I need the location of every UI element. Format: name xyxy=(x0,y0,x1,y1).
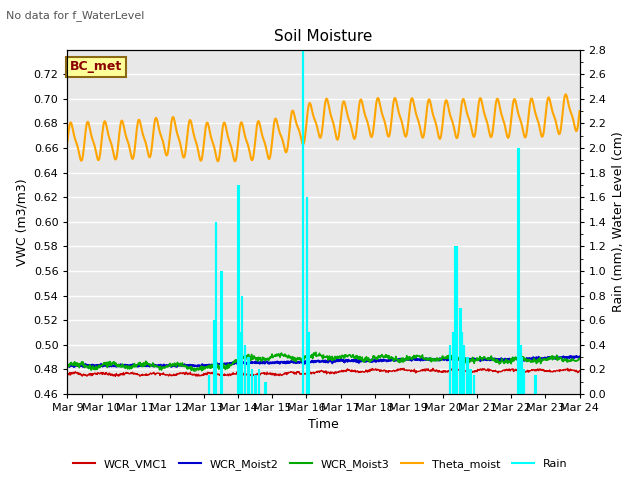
Theta_moist xyxy=(255,118,262,124)
WCR_VMC1 xyxy=(200,371,207,376)
WCR_Moist3 xyxy=(255,355,262,361)
Theta_moist xyxy=(543,102,550,108)
Theta_moist xyxy=(131,149,138,155)
WCR_Moist2 xyxy=(576,354,584,360)
WCR_Moist2 xyxy=(93,364,100,370)
WCR_Moist2 xyxy=(131,362,139,368)
WCR_VMC1 xyxy=(543,368,550,373)
WCR_Moist3 xyxy=(63,364,71,370)
Text: No data for f_WaterLevel: No data for f_WaterLevel xyxy=(6,10,145,21)
WCR_VMC1 xyxy=(111,373,119,379)
Theta_moist xyxy=(576,108,584,114)
Title: Soil Moisture: Soil Moisture xyxy=(275,29,372,44)
WCR_Moist2 xyxy=(543,356,550,362)
WCR_Moist3 xyxy=(190,368,198,374)
WCR_Moist2 xyxy=(328,360,336,366)
Line: WCR_VMC1: WCR_VMC1 xyxy=(67,368,580,376)
WCR_Moist2 xyxy=(435,357,442,363)
Theta_moist xyxy=(231,158,239,164)
Legend: WCR_VMC1, WCR_Moist2, WCR_Moist3, Theta_moist, Rain: WCR_VMC1, WCR_Moist2, WCR_Moist3, Theta_… xyxy=(68,455,572,474)
Line: WCR_Moist3: WCR_Moist3 xyxy=(67,352,580,371)
Theta_moist xyxy=(63,139,71,145)
WCR_Moist3 xyxy=(543,357,551,363)
WCR_VMC1 xyxy=(255,372,262,377)
WCR_Moist3 xyxy=(435,358,442,364)
WCR_Moist2 xyxy=(566,353,574,359)
WCR_VMC1 xyxy=(328,370,336,375)
Theta_moist xyxy=(199,147,207,153)
WCR_VMC1 xyxy=(435,369,442,375)
Theta_moist xyxy=(562,92,570,97)
WCR_Moist2 xyxy=(255,360,262,366)
WCR_VMC1 xyxy=(576,368,584,373)
WCR_Moist2 xyxy=(63,362,71,368)
Theta_moist xyxy=(435,131,442,137)
WCR_Moist2 xyxy=(200,363,207,369)
WCR_Moist3 xyxy=(200,365,207,371)
Text: BC_met: BC_met xyxy=(70,60,122,73)
WCR_Moist3 xyxy=(576,356,584,361)
Line: Theta_moist: Theta_moist xyxy=(67,95,580,161)
WCR_VMC1 xyxy=(131,370,139,376)
X-axis label: Time: Time xyxy=(308,419,339,432)
WCR_Moist3 xyxy=(131,360,138,366)
WCR_VMC1 xyxy=(564,365,572,371)
Theta_moist xyxy=(328,117,336,123)
WCR_Moist3 xyxy=(312,349,319,355)
Y-axis label: Rain (mm), Water Level (cm): Rain (mm), Water Level (cm) xyxy=(612,132,625,312)
Line: WCR_Moist2: WCR_Moist2 xyxy=(67,356,580,367)
WCR_VMC1 xyxy=(63,372,71,378)
WCR_Moist3 xyxy=(329,357,337,363)
Y-axis label: VWC (m3/m3): VWC (m3/m3) xyxy=(15,178,28,265)
